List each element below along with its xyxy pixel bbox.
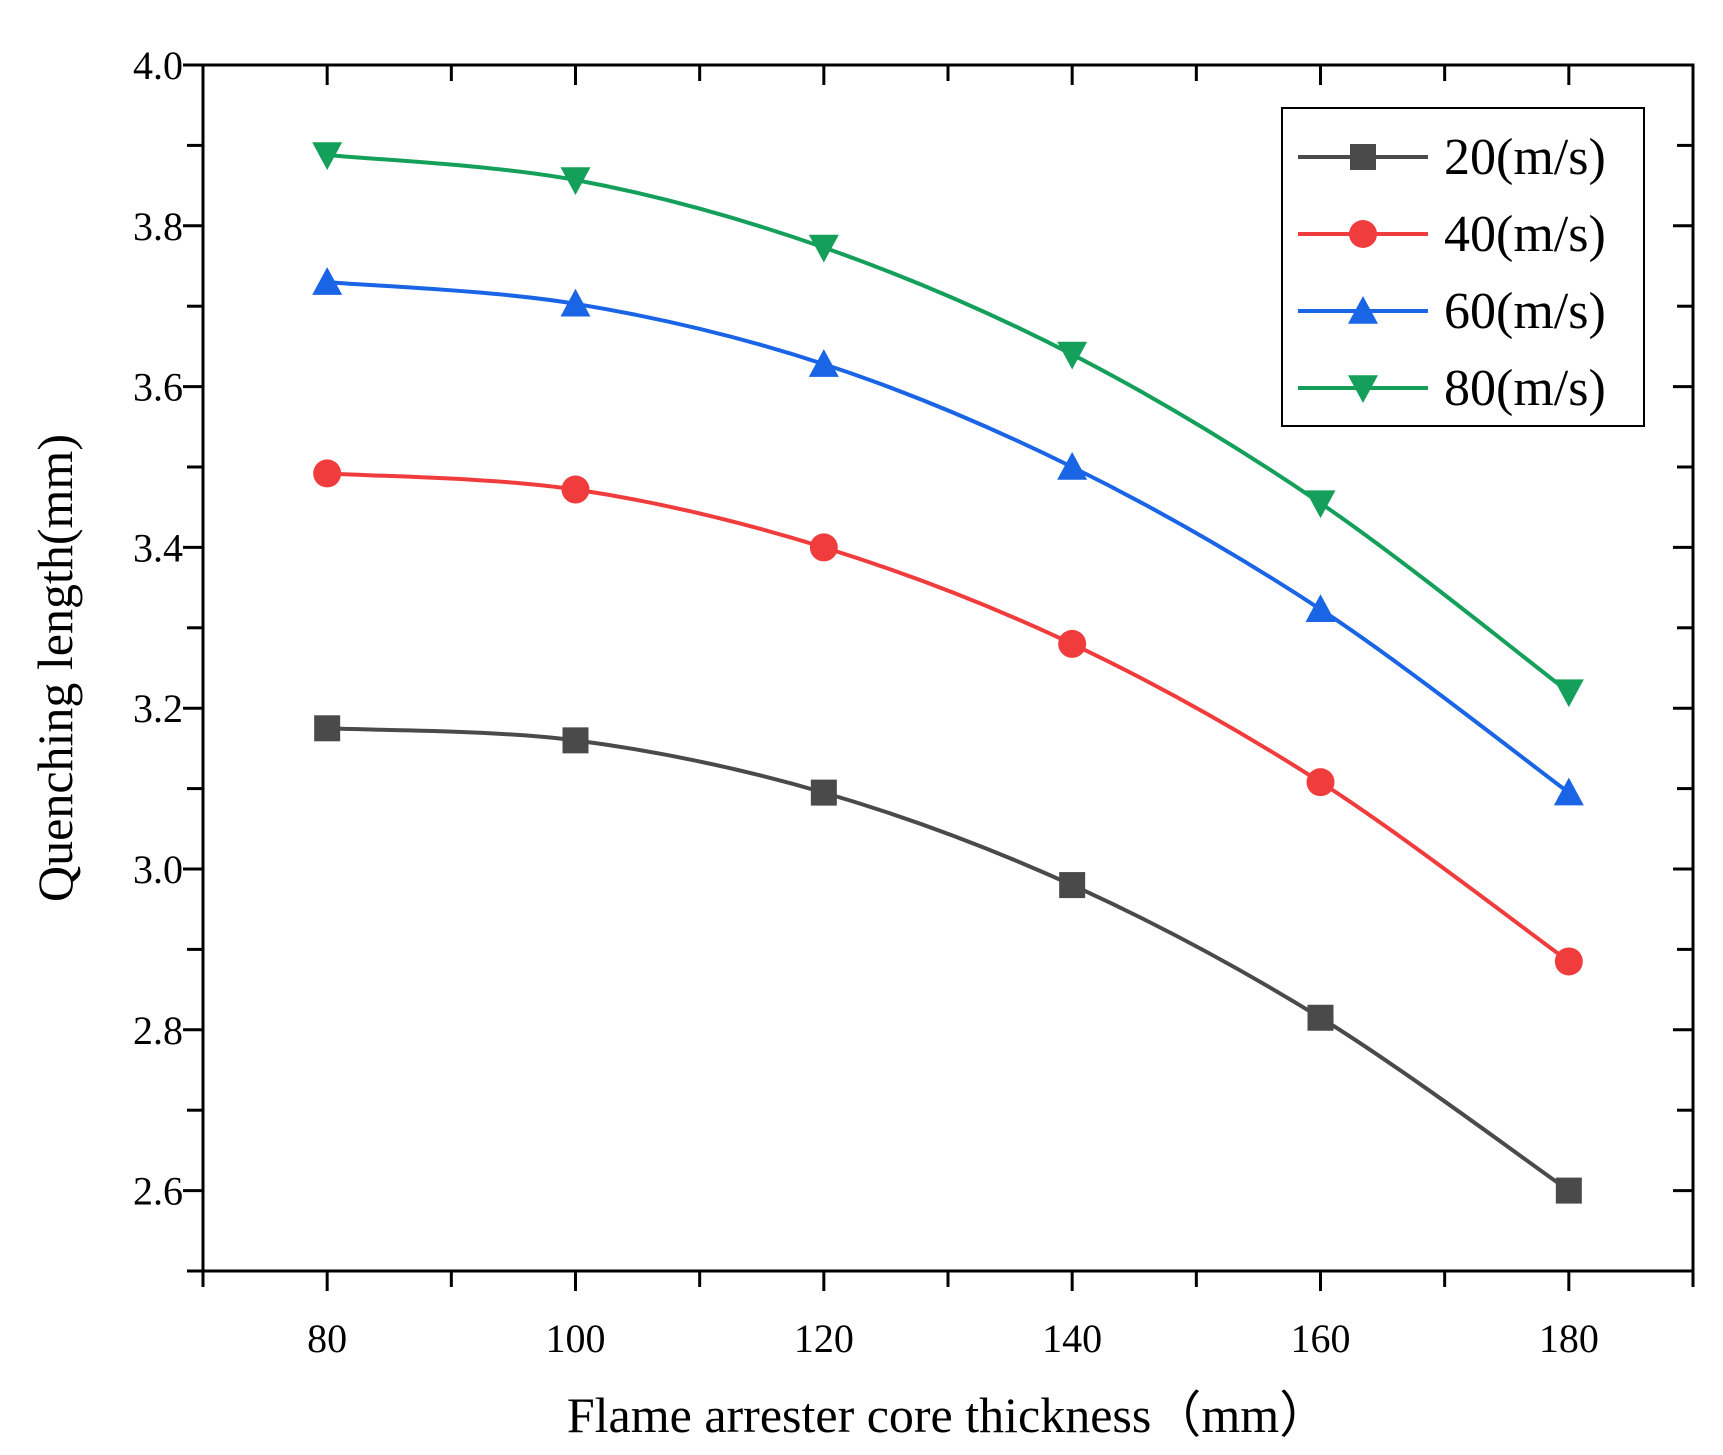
legend-marker [1348,296,1378,324]
y-axis-title: Quenching length(mm) [27,434,83,902]
legend-marker [1349,220,1377,248]
y-tick-label: 2.8 [133,1008,183,1053]
y-tick-label: 3.6 [133,365,183,410]
axis-ticks [183,63,1695,1291]
data-point [314,715,341,742]
y-tick-label: 4.0 [133,43,183,88]
data-point [1305,594,1336,623]
x-tick-label: 160 [1291,1316,1351,1361]
legend-label-20: 20(m/s) [1444,129,1606,186]
series-20 [314,715,1582,1204]
data-point [1554,947,1583,976]
y-tick-label: 3.8 [133,204,183,249]
data-point [1305,490,1336,519]
data-point [1059,872,1086,899]
legend-box [1281,107,1645,427]
series-line [326,280,1571,795]
data-point [809,533,838,562]
series-line [327,726,1570,1193]
data-point [1306,768,1335,797]
legend-entries [1298,144,1428,403]
x-tick-label: 80 [307,1316,347,1361]
data-point [1555,1177,1582,1204]
data-point [313,459,342,488]
x-tick-labels: 80 100 120 140 160 180 [307,1316,1599,1361]
legend-marker [1348,375,1378,403]
series-group [312,142,1584,1204]
legend-label-60: 60(m/s) [1444,283,1606,340]
y-tick-labels: 2.6 2.8 3.0 3.2 3.4 3.6 3.8 4.0 [133,43,183,1214]
data-point [1057,341,1088,370]
data-point [562,727,589,754]
legend-label-80: 80(m/s) [1444,360,1606,417]
series-line [327,471,1571,964]
data-point [1057,452,1088,480]
data-point [808,234,839,263]
data-point [1553,679,1584,708]
y-tick-label: 3.2 [133,686,183,731]
y-tick-label: 3.4 [133,525,183,570]
x-tick-label: 120 [794,1316,854,1361]
x-tick-label: 100 [546,1316,606,1361]
x-tick-label: 140 [1042,1316,1102,1361]
series-60 [312,267,1584,806]
series-line [326,153,1571,694]
data-point [312,142,343,171]
series-80 [312,142,1584,708]
x-tick-label: 180 [1539,1316,1599,1361]
data-point [1307,1004,1334,1031]
y-tick-label: 3.0 [133,847,183,892]
data-point [560,167,591,195]
data-point [1553,777,1584,806]
data-point [561,475,590,504]
data-point [808,349,839,377]
data-point [560,288,591,317]
series-40 [313,459,1583,976]
data-point [1058,629,1087,658]
legend-label-40: 40(m/s) [1444,206,1606,263]
legend: 20(m/s) 40(m/s) 60(m/s) 80(m/s) [1281,107,1645,427]
legend-marker [1350,144,1376,170]
y-tick-label: 2.6 [133,1169,183,1214]
data-point [312,267,343,295]
x-axis-title: Flame arrester core thickness（mm） [567,1387,1329,1443]
data-point [810,779,837,806]
